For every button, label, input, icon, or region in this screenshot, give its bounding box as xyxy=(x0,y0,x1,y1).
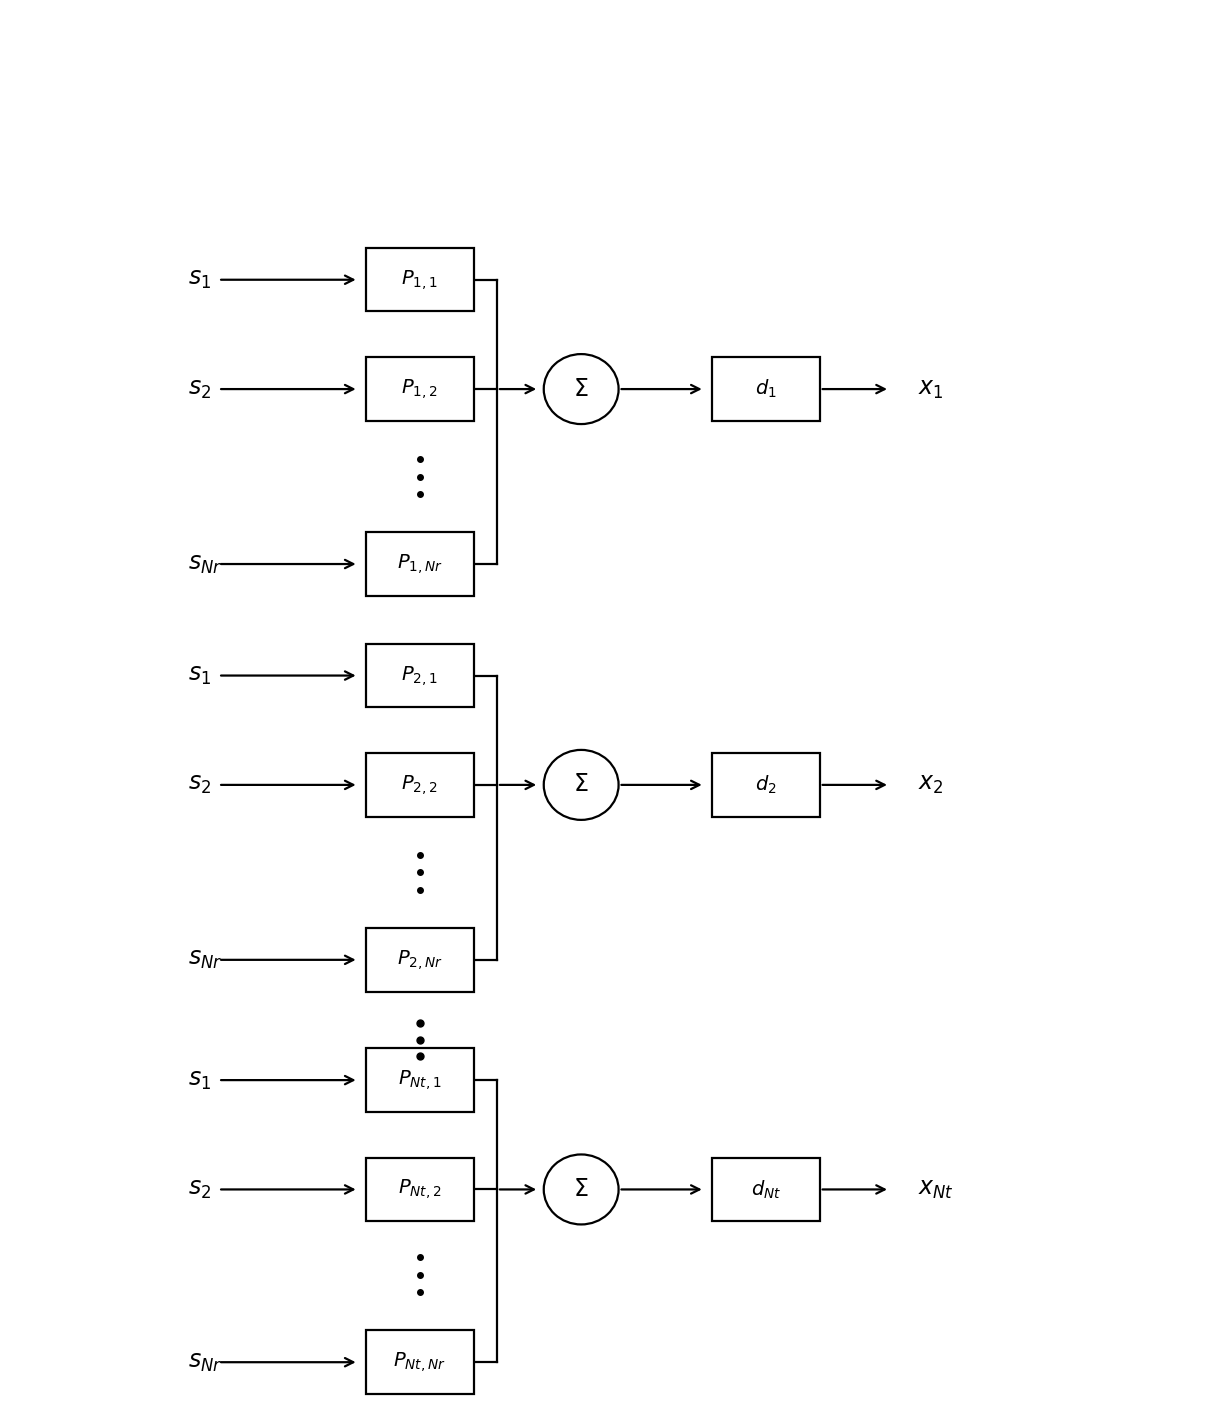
Text: $s_{1}$: $s_{1}$ xyxy=(188,268,211,291)
Text: $s_{2}$: $s_{2}$ xyxy=(188,378,211,400)
Text: $P_{2,1}$: $P_{2,1}$ xyxy=(402,663,438,687)
Text: $x_{Nt}$: $x_{Nt}$ xyxy=(917,1179,954,1201)
Text: $s_{1}$: $s_{1}$ xyxy=(188,665,211,687)
Bar xyxy=(366,532,473,596)
Text: $\Sigma$: $\Sigma$ xyxy=(573,1179,589,1201)
Bar xyxy=(366,1048,473,1112)
Text: $P_{1,2}$: $P_{1,2}$ xyxy=(402,378,438,400)
Text: $P_{2,Nr}$: $P_{2,Nr}$ xyxy=(397,949,443,971)
Text: $P_{Nt,1}$: $P_{Nt,1}$ xyxy=(398,1068,442,1092)
Text: $s_{1}$: $s_{1}$ xyxy=(188,1069,211,1092)
Bar xyxy=(366,1331,473,1394)
Ellipse shape xyxy=(543,354,618,425)
Text: $s_{Nr}$: $s_{Nr}$ xyxy=(188,1350,222,1373)
Text: $s_{Nr}$: $s_{Nr}$ xyxy=(188,949,222,971)
Text: $s_{2}$: $s_{2}$ xyxy=(188,1179,211,1201)
Bar xyxy=(366,248,473,311)
Text: $P_{1,Nr}$: $P_{1,Nr}$ xyxy=(397,552,443,577)
Bar xyxy=(366,643,473,707)
Text: $x_{1}$: $x_{1}$ xyxy=(917,378,944,400)
Text: $P_{Nt,Nr}$: $P_{Nt,Nr}$ xyxy=(393,1350,447,1375)
Text: $d_{1}$: $d_{1}$ xyxy=(756,378,777,400)
Text: $P_{2,2}$: $P_{2,2}$ xyxy=(402,772,438,797)
Bar xyxy=(366,753,473,816)
Bar xyxy=(366,358,473,420)
Text: $x_{2}$: $x_{2}$ xyxy=(917,774,944,797)
Bar xyxy=(712,358,820,420)
Bar xyxy=(366,1157,473,1221)
Bar xyxy=(712,1157,820,1221)
Text: $P_{Nt,2}$: $P_{Nt,2}$ xyxy=(398,1177,442,1201)
Text: $s_{Nr}$: $s_{Nr}$ xyxy=(188,552,222,575)
Text: $\Sigma$: $\Sigma$ xyxy=(573,378,589,400)
Text: $s_{2}$: $s_{2}$ xyxy=(188,774,211,797)
Ellipse shape xyxy=(543,750,618,819)
Text: $\Sigma$: $\Sigma$ xyxy=(573,774,589,797)
Ellipse shape xyxy=(543,1154,618,1224)
Text: $P_{1,1}$: $P_{1,1}$ xyxy=(402,268,438,291)
Bar xyxy=(712,753,820,816)
Text: $d_{2}$: $d_{2}$ xyxy=(756,774,777,797)
Text: $d_{Nt}$: $d_{Nt}$ xyxy=(751,1179,781,1200)
Bar xyxy=(366,929,473,991)
